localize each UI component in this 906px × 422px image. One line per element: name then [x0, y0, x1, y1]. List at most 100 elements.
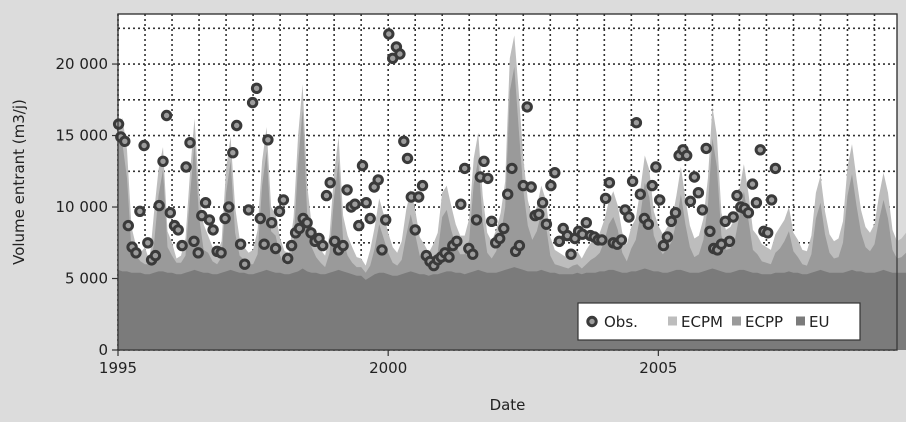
obs-point [203, 214, 216, 226]
obs-point [765, 194, 778, 206]
obs-point [525, 181, 537, 193]
obs-point [398, 135, 410, 148]
obs-point [172, 224, 184, 236]
obs-point [603, 177, 616, 189]
obs-point [293, 222, 306, 235]
obs-point [467, 248, 479, 260]
obs-point [742, 207, 755, 219]
obs-point [630, 117, 643, 129]
obs-point [372, 174, 384, 186]
obs-point [266, 217, 278, 229]
y-tick-label: 0 [98, 341, 108, 359]
legend: Obs. ECPM ECPP EU [577, 302, 861, 341]
obs-point [533, 208, 545, 220]
obs-point [731, 189, 743, 202]
obs-point [356, 159, 369, 172]
obs-point [122, 219, 135, 232]
obs-point [227, 147, 239, 159]
obs-point [380, 214, 392, 226]
obs-point [623, 211, 635, 223]
y-tick-label: 15 000 [56, 127, 109, 145]
obs-point [416, 179, 429, 192]
obs-point [215, 247, 227, 259]
obs-point [277, 194, 290, 206]
obs-point [650, 161, 662, 173]
obs-point [727, 211, 739, 223]
obs-point [394, 48, 406, 60]
obs-point [254, 212, 266, 225]
obs-point [657, 239, 670, 252]
obs-point [545, 179, 557, 192]
obs-point [599, 192, 612, 205]
obs-point [646, 179, 658, 192]
obs-point [513, 239, 526, 252]
obs-point [642, 218, 654, 230]
obs-point [451, 235, 463, 248]
obs-point [688, 171, 701, 183]
obs-point [565, 248, 577, 260]
x-tick-label: 2000 [369, 359, 407, 377]
obs-point [246, 96, 259, 109]
y-tick-label: 20 000 [56, 55, 109, 73]
legend-eu-label: EU [809, 313, 829, 331]
obs-point [654, 194, 666, 206]
obs-point [273, 205, 286, 218]
obs-point [696, 204, 709, 216]
obs-point [700, 142, 712, 155]
obs-point [223, 201, 235, 213]
obs-point [692, 187, 705, 199]
obs-point [250, 82, 263, 95]
obs-point [320, 189, 333, 202]
obs-point [506, 162, 518, 175]
legend-ecpm-swatch [668, 316, 677, 326]
axes: 0 5 000 10 000 15 000 20 000 1995 2000 2005 [56, 55, 678, 377]
obs-point [502, 188, 514, 200]
obs-point [536, 197, 549, 209]
obs-point [596, 234, 608, 246]
obs-point [750, 197, 763, 209]
legend-eu-swatch [796, 316, 805, 326]
obs-point [409, 224, 421, 236]
legend-box [577, 302, 861, 341]
obs-point [486, 215, 498, 228]
x-tick-label: 1995 [99, 359, 137, 377]
obs-point [762, 227, 774, 239]
obs-point [754, 144, 766, 156]
obs-point [376, 244, 388, 256]
observation-points [112, 28, 782, 272]
obs-point [138, 139, 150, 152]
plot-frame [117, 13, 898, 351]
obs-point [301, 217, 313, 229]
obs-point [180, 161, 192, 173]
obs-point [353, 219, 365, 232]
obs-point [769, 162, 782, 175]
obs-point [360, 197, 372, 209]
obs-point [580, 217, 592, 229]
obs-point [681, 149, 693, 162]
obs-point [324, 177, 336, 189]
y-tick-label: 5 000 [65, 270, 108, 288]
obs-point [413, 191, 425, 203]
x-axis-label: Date [490, 396, 526, 414]
obs-point [192, 247, 204, 259]
obs-point [157, 155, 169, 168]
obs-point [494, 232, 506, 245]
obs-point [199, 197, 212, 209]
obs-point [383, 28, 395, 40]
obs-point [317, 239, 329, 252]
obs-point [401, 152, 414, 165]
obs-point [549, 167, 561, 179]
obs-point [661, 231, 674, 243]
obs-point [153, 199, 165, 212]
obs-point [459, 162, 471, 175]
obs-point [234, 238, 247, 250]
legend-obs-label: Obs. [604, 313, 638, 331]
obs-point [704, 225, 716, 238]
legend-ecpp-swatch [732, 316, 741, 326]
obs-point [269, 242, 282, 255]
obs-point [231, 119, 243, 132]
y-axis-label: Volume entrant (m3/j) [10, 99, 28, 265]
x-tick-label: 2005 [639, 359, 677, 377]
obs-point [119, 135, 131, 148]
